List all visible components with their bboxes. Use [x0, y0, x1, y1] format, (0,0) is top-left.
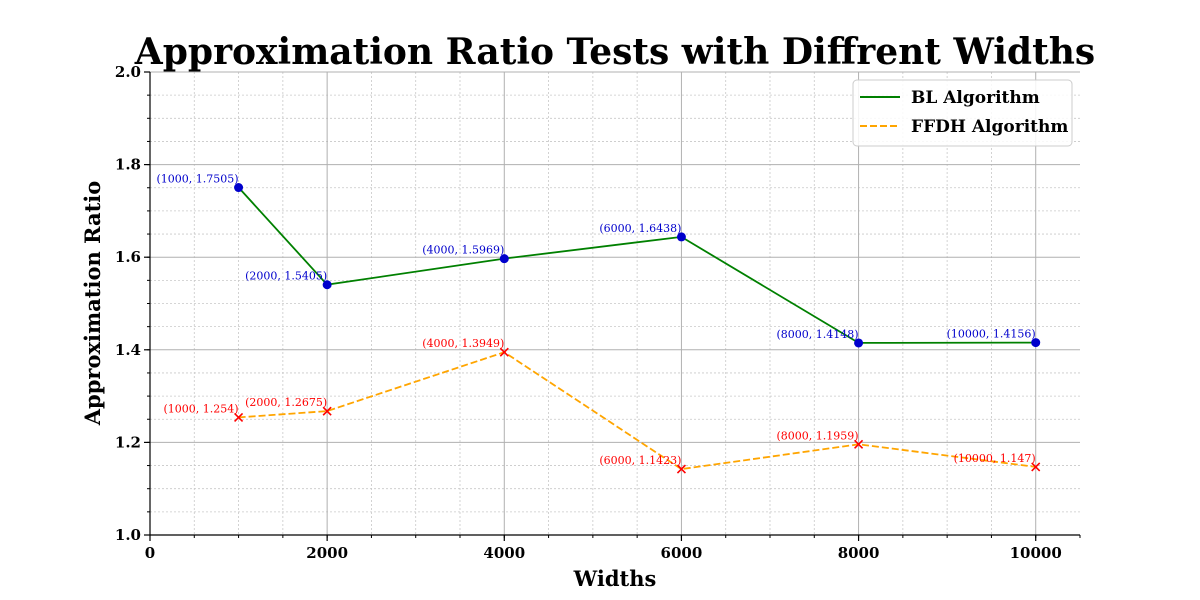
x-tick-label: 6000: [661, 544, 703, 562]
series-1-point: [1031, 338, 1041, 348]
series-2-point: [676, 464, 686, 474]
grid-lines: [150, 71, 1080, 535]
series-2-data-label: (10000, 1.147): [954, 452, 1036, 465]
axes: 0 2000 4000 6000 8000 10000 1.0 1.2 1.4 1.6 1.8 2.0: [115, 63, 1081, 562]
x-marker-stroke: [234, 412, 244, 422]
y-axis-label: Approximation Ratio: [80, 181, 105, 427]
y-tick-label: 1.4: [115, 341, 141, 359]
series-1-point: [234, 183, 244, 193]
series-2-data-label: (1000, 1.254): [164, 402, 239, 415]
series-line-2: [238, 351, 1036, 471]
x-tick-label: 0: [145, 544, 155, 562]
series-line-1: [237, 186, 1036, 344]
x-tick-label: 10000: [1010, 544, 1062, 562]
series-2-data-label: (6000, 1.1423): [599, 454, 681, 467]
series-2-point: [499, 347, 509, 357]
x-axis-label: Widths: [573, 566, 657, 591]
x-marker-stroke: [676, 464, 686, 474]
y-tick-label: 1.0: [115, 526, 141, 544]
legend-entry-2: FFDH Algorithm: [911, 117, 1068, 137]
x-marker-stroke: [499, 347, 509, 357]
x-marker-stroke: [322, 406, 332, 416]
series-1-point: [854, 338, 864, 348]
legend-frame: [852, 79, 1073, 147]
y-tick-label: 1.2: [115, 433, 141, 451]
legend-entry-1: BL Algorithm: [911, 88, 1040, 108]
y-tick-label: 1.6: [115, 248, 141, 266]
series-1-point: [322, 280, 332, 290]
series-1-data-label: (2000, 1.5405): [245, 270, 327, 283]
series-2-point: [1031, 462, 1041, 472]
series-1-data-label: (8000, 1.4148): [777, 328, 859, 341]
series-1-data-label: (1000, 1.7505): [157, 173, 239, 186]
x-marker-stroke: [1031, 462, 1041, 472]
series-2-data-label: (2000, 1.2675): [245, 396, 327, 409]
series-2-point: [322, 406, 332, 416]
series-1-point: [676, 232, 686, 242]
series-2-data-label: (4000, 1.3949): [422, 337, 504, 350]
x-tick-label: 4000: [483, 544, 525, 562]
series-1-data-label: (6000, 1.6438): [599, 222, 681, 235]
series-1-data-label: (4000, 1.5969): [422, 244, 504, 257]
series-2-data-label: (8000, 1.1959): [777, 429, 859, 442]
plot-area: (1000, 1.7505) (2000, 1.5405) (4000, 1.596…: [157, 173, 1041, 474]
series-1-data-label: (10000, 1.4156): [947, 328, 1036, 341]
chart-title: Approximation Ratio Tests with Diffrent …: [134, 31, 1095, 73]
y-tick-label: 2.0: [115, 63, 141, 81]
x-tick-label: 2000: [306, 544, 348, 562]
x-tick-label: 8000: [838, 544, 880, 562]
series-2-point: [854, 439, 864, 449]
y-tick-label: 1.8: [115, 156, 141, 174]
series-2-point: [234, 412, 244, 422]
x-marker-stroke: [854, 439, 864, 449]
legend: BL Algorithm FFDH Algorithm: [852, 79, 1073, 147]
series-1-point: [499, 254, 509, 264]
